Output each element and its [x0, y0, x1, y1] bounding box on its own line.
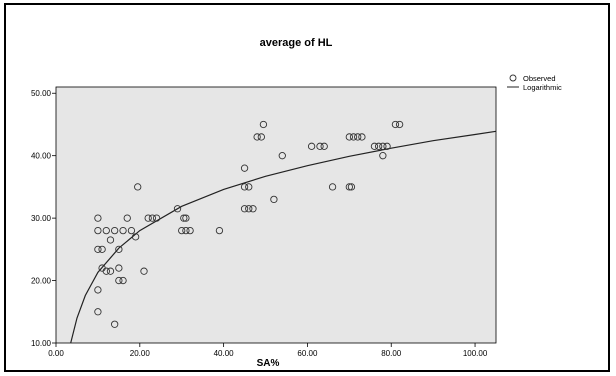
x-tick-label: 60.00 [297, 349, 318, 358]
data-point [240, 183, 249, 191]
data-point [178, 226, 186, 235]
data-point [316, 142, 324, 150]
legend-observed-label: Observed [523, 74, 556, 83]
data-point [115, 245, 123, 253]
data-point [379, 142, 387, 150]
data-point [245, 205, 253, 213]
data-point [115, 276, 123, 285]
chart-frame: average of HL 10.00 20.00 30.00 40.00 50.00 … [4, 3, 610, 372]
y-tick-label: 30.00 [31, 214, 52, 223]
data-point [328, 183, 337, 191]
observed-points [94, 120, 404, 328]
data-point [123, 214, 131, 222]
legend-logarithmic-label: Logarithmic [523, 83, 562, 92]
data-point [358, 133, 366, 141]
data-point [119, 226, 127, 235]
data-point [345, 183, 353, 191]
data-point [354, 133, 362, 141]
y-axis: 10.00 20.00 30.00 40.00 50.00 [31, 89, 56, 348]
data-point [345, 133, 353, 141]
data-point [320, 142, 328, 150]
data-point [379, 152, 387, 160]
data-point [259, 120, 268, 129]
data-point [182, 214, 190, 222]
logarithmic-fit-line [70, 130, 497, 344]
y-tick-label: 50.00 [31, 89, 52, 98]
data-point [375, 142, 383, 150]
data-point [180, 214, 188, 222]
data-point [102, 267, 110, 275]
data-point [115, 264, 123, 272]
data-point [173, 205, 182, 213]
data-point [111, 320, 119, 328]
y-tick-label: 40.00 [31, 152, 52, 161]
data-point [307, 142, 316, 150]
data-point [240, 164, 249, 172]
chart-title: average of HL [260, 37, 333, 49]
data-point [111, 226, 119, 235]
data-point [240, 205, 249, 213]
x-axis: 0.00 20.00 40.00 60.00 80.00 100.00 [48, 343, 488, 358]
data-point [94, 308, 102, 316]
scatter-chart: average of HL 10.0020.0030.0040.0050.00 … [31, 37, 562, 369]
data-point [94, 286, 102, 294]
data-point [102, 226, 110, 235]
data-point [94, 214, 102, 222]
data-point [383, 142, 391, 150]
data-point [370, 142, 379, 150]
data-point [144, 214, 152, 222]
legend: Observed Logarithmic [507, 74, 562, 92]
data-point [148, 214, 157, 222]
data-point [119, 276, 127, 285]
data-point [106, 236, 115, 244]
data-point [131, 233, 140, 241]
data-point [395, 120, 404, 129]
y-tick-label: 20.00 [31, 277, 52, 286]
data-point [182, 226, 190, 235]
x-axis-label: SA% [257, 358, 280, 369]
data-point [94, 245, 102, 253]
data-point [257, 133, 265, 141]
data-point [140, 267, 148, 275]
x-tick-label: 0.00 [48, 349, 64, 358]
data-point [94, 226, 102, 235]
data-point [152, 214, 161, 222]
data-point [215, 226, 224, 235]
data-point [278, 152, 286, 160]
y-tick-label: 10.00 [31, 339, 52, 348]
data-point [270, 195, 278, 204]
data-point [106, 267, 115, 275]
x-tick-label: 100.00 [463, 349, 488, 358]
data-point [347, 183, 356, 191]
data-point [253, 133, 261, 141]
plot-area [55, 86, 497, 344]
data-point [98, 245, 106, 253]
legend-observed-marker [509, 74, 517, 82]
data-point [391, 120, 400, 129]
data-point [349, 133, 358, 141]
x-tick-label: 40.00 [214, 349, 235, 358]
data-point [186, 226, 194, 235]
x-tick-label: 80.00 [381, 349, 402, 358]
data-point [249, 205, 257, 213]
x-tick-label: 20.00 [130, 349, 151, 358]
data-point [134, 183, 142, 191]
data-point [245, 183, 253, 191]
data-point [127, 226, 136, 235]
